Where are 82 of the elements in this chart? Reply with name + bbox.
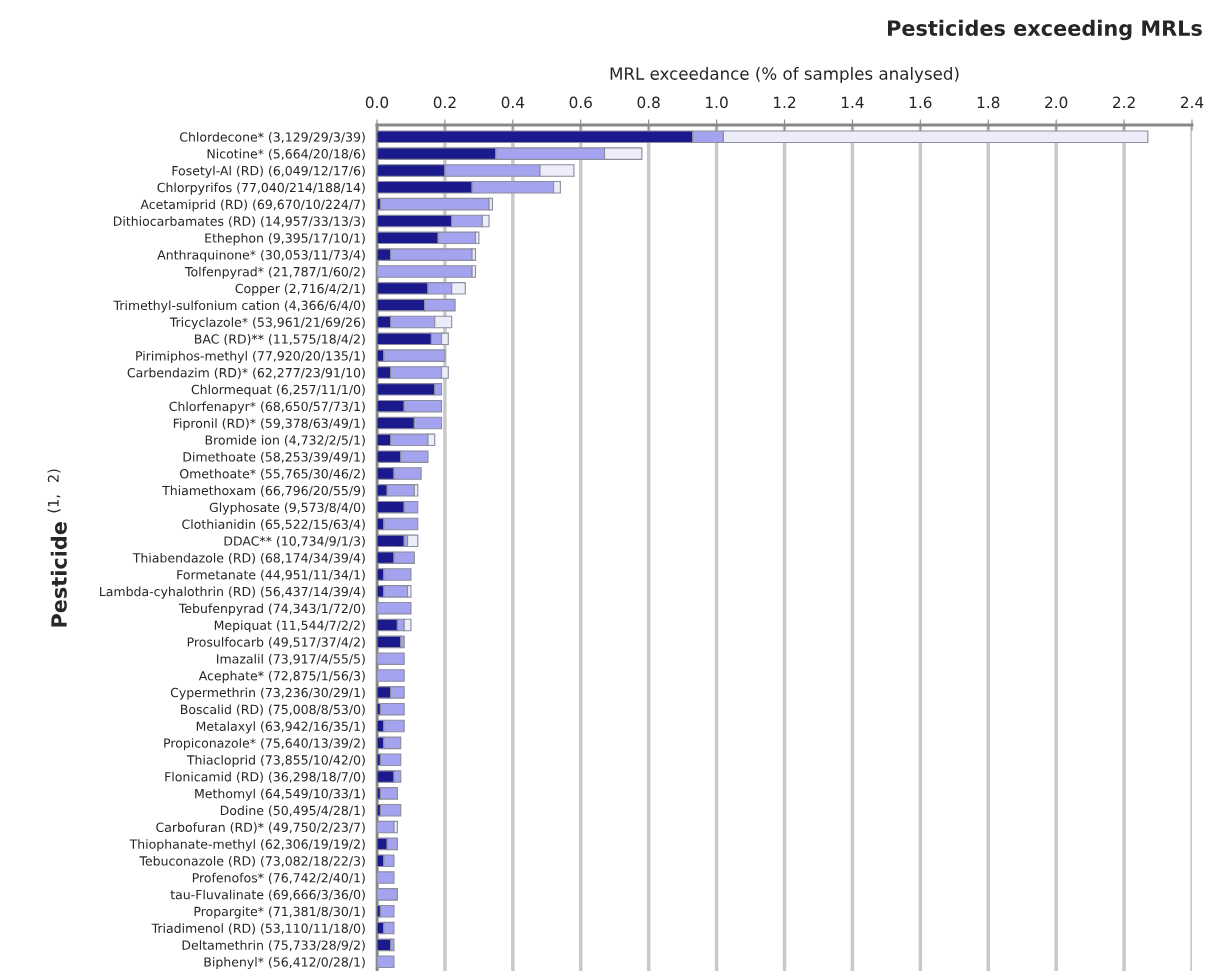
x-tick-label: 1.2 bbox=[774, 96, 796, 108]
y-tick-label: Triadimenol (RD) (53,110/11/18/0) bbox=[151, 923, 365, 935]
y-tick-label: Carbendazim (RD)* (62,277/23/91/10) bbox=[127, 367, 365, 379]
bar bbox=[377, 652, 405, 665]
y-axis-title: Pesticide $^{(1, 2)}$ bbox=[47, 469, 67, 627]
y-tick-label: Metalaxyl (63,942/16/35/1) bbox=[196, 721, 365, 734]
y-tick-label: Cypermethrin (73,236/30/29/1) bbox=[170, 687, 365, 700]
y-tick-label: Clothianidin (65,522/15/63/4) bbox=[182, 519, 365, 531]
y-tick-label: Dodine (50,495/4/28/1) bbox=[220, 805, 365, 817]
y-tick-label: Omethoate* (55,765/30/46/2) bbox=[180, 468, 365, 480]
y-tick-label: Formetanate (44,951/11/34/1) bbox=[177, 569, 365, 581]
x-tick-label: 2.4 bbox=[1180, 96, 1204, 108]
x-tick-label: 1.8 bbox=[977, 96, 1000, 109]
y-tick-label: Propargite* (71,381/8/30/1) bbox=[194, 906, 365, 919]
bar bbox=[377, 955, 395, 969]
y-tick-label: Thiamethoxam (66,796/20/55/9) bbox=[162, 485, 365, 497]
y-tick-label: Acephate* (72,875/1/56/3) bbox=[198, 670, 365, 683]
bar bbox=[379, 702, 405, 716]
y-tick-label: Thiophanate-methyl (62,306/19/19/2) bbox=[129, 839, 365, 852]
x-tick-label: 0.4 bbox=[501, 96, 525, 109]
bar bbox=[407, 534, 419, 548]
bar bbox=[379, 753, 402, 766]
y-tick-label: Deltamethrin (75,733/28/9/2) bbox=[182, 940, 365, 952]
y-tick-label: Tricyclazole* (53,961/21/69/26) bbox=[169, 317, 365, 330]
y-tick-label: Anthraquinone* (30,053/11/73/4) bbox=[157, 249, 365, 262]
bar bbox=[377, 635, 402, 649]
bar bbox=[377, 534, 405, 548]
bar bbox=[377, 871, 395, 884]
y-tick-label: Methomyl (64,549/10/33/1) bbox=[195, 788, 365, 801]
y-tick-label: Thiabendazole (RD) (68,174/34/39/4) bbox=[132, 552, 365, 565]
bar bbox=[379, 787, 398, 800]
y-tick-label: Bromide ion (4,732/2/5/1) bbox=[205, 435, 365, 447]
y-tick-label: Carbofuran (RD)* (49,750/2/23/7) bbox=[156, 822, 365, 834]
y-tick-label: Dithiocarbamates (RD) (14,957/33/13/3) bbox=[113, 216, 365, 228]
bar bbox=[379, 197, 490, 211]
bar bbox=[377, 669, 405, 682]
y-tick-label: Acetamiprid (RD) (69,670/10/224/7) bbox=[140, 199, 365, 212]
y-tick-label: Chlorfenapyr* (68,650/57/73/1) bbox=[169, 401, 365, 414]
bar bbox=[377, 888, 398, 901]
y-tick-label: Propiconazole* (75,640/13/39/2) bbox=[164, 738, 365, 751]
y-tick-label: Mepiquat (11,544/7/2/2) bbox=[214, 620, 365, 633]
y-tick-label: Prosulfocarb (49,517/37/4/2) bbox=[187, 637, 365, 649]
y-tick-label: Fipronil (RD)* (59,378/63/49/1) bbox=[173, 418, 365, 431]
y-tick-label: Pirimiphos-methyl (77,920/20/135/1) bbox=[136, 350, 365, 363]
y-tick-label: Biphenyl* (56,412/0/28/1) bbox=[204, 956, 365, 970]
x-tick-label: 2.0 bbox=[1045, 96, 1068, 109]
y-tick-label: Chlormequat (6,257/11/1/0) bbox=[191, 384, 365, 397]
x-tick-label: 1.0 bbox=[706, 96, 728, 109]
y-tick-label: BAC (RD)** (11,575/18/4/2) bbox=[195, 334, 365, 346]
y-tick-label: DDAC** (10,734/9/1/3) bbox=[224, 536, 365, 548]
bar bbox=[379, 904, 395, 918]
x-tick-label: 2.2 bbox=[1113, 96, 1135, 108]
x-tick-label: 0.0 bbox=[365, 96, 389, 109]
x-tick-label: 1.6 bbox=[909, 96, 932, 109]
bar bbox=[377, 601, 412, 615]
y-tick-label: tau-Fluvalinate (69,666/3/36/0) bbox=[170, 889, 365, 901]
y-tick-label: Tebuconazole (RD) (73,082/18/22/3) bbox=[139, 855, 365, 868]
x-tick-label: 0.2 bbox=[433, 96, 456, 109]
y-tick-label: Copper (2,716/4/2/1) bbox=[235, 283, 365, 296]
y-tick-label: Imazalil (73,917/4/55/5) bbox=[217, 653, 365, 666]
y-tick-label: Nicotine* (5,664/20/18/6) bbox=[207, 148, 365, 161]
y-tick-label: Trimethyl-sulfonium cation (4,366/6/4/0) bbox=[113, 300, 365, 313]
bar bbox=[377, 265, 473, 278]
y-tick-label: Chlordecone* (3,129/29/3/39) bbox=[179, 132, 365, 144]
chart-title: Pesticides exceeding MRLs bbox=[888, 19, 1202, 41]
bar bbox=[379, 803, 402, 817]
y-tick-label: Tolfenpyrad* (21,787/1/60/2) bbox=[184, 266, 365, 279]
x-tick-label: 0.8 bbox=[637, 96, 660, 109]
y-tick-label: Lambda-cyhalothrin (RD) (56,437/14/39/4) bbox=[100, 586, 365, 599]
y-tick-label: Chlorpyrifos (77,040/214/188/14) bbox=[157, 182, 365, 195]
y-tick-label: Ethephon (9,395/17/10/1) bbox=[205, 233, 365, 246]
y-tick-label: Profenofos* (76,742/2/40/1) bbox=[192, 872, 365, 884]
y-tick-label: Glyphosate (9,573/8/4/0) bbox=[209, 502, 365, 515]
y-tick-label: Dimethoate (58,253/39/49/1) bbox=[183, 451, 365, 464]
y-tick-label: Thiacloprid (73,855/10/42/0) bbox=[186, 754, 365, 768]
x-axis-title: MRL exceedance (% of samples analysed) bbox=[610, 66, 959, 84]
y-tick-label: Tebufenpyrad (74,343/1/72/0) bbox=[178, 603, 365, 616]
y-tick-label: Flonicamid (RD) (36,298/18/7/0) bbox=[165, 771, 365, 783]
x-tick-label: 0.6 bbox=[569, 96, 592, 109]
y-tick-label: Fosetyl-Al (RD) (6,049/12/17/6) bbox=[172, 165, 365, 178]
y-tick-label: Boscalid (RD) (75,008/8/53/0) bbox=[181, 704, 365, 716]
x-tick-label: 1.4 bbox=[841, 96, 864, 108]
